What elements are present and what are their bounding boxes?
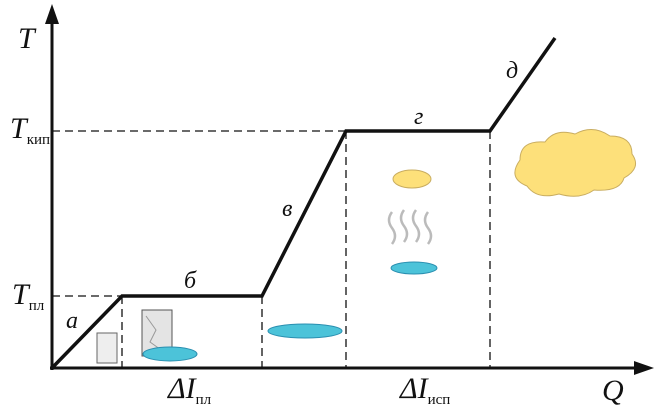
x-axis-label: Q (602, 374, 624, 407)
interval-label: ΔIисп (399, 372, 450, 408)
y-arrow (45, 4, 59, 24)
steam (387, 209, 433, 245)
level-label: Tпл (12, 278, 45, 314)
segment-label: в (282, 196, 292, 222)
heating-curve (50, 36, 557, 370)
segment-label: г (414, 104, 423, 130)
guides (52, 130, 491, 368)
segment-label: б (184, 268, 197, 294)
puddles (142, 261, 438, 362)
level-label: Tкип (10, 112, 50, 148)
segment-label: д (506, 58, 518, 84)
y-axis-label: T (18, 22, 37, 55)
clouds (392, 129, 637, 197)
segment-label: а (66, 308, 78, 334)
interval-label: ΔIпл (167, 372, 212, 408)
x-arrow (634, 361, 654, 375)
